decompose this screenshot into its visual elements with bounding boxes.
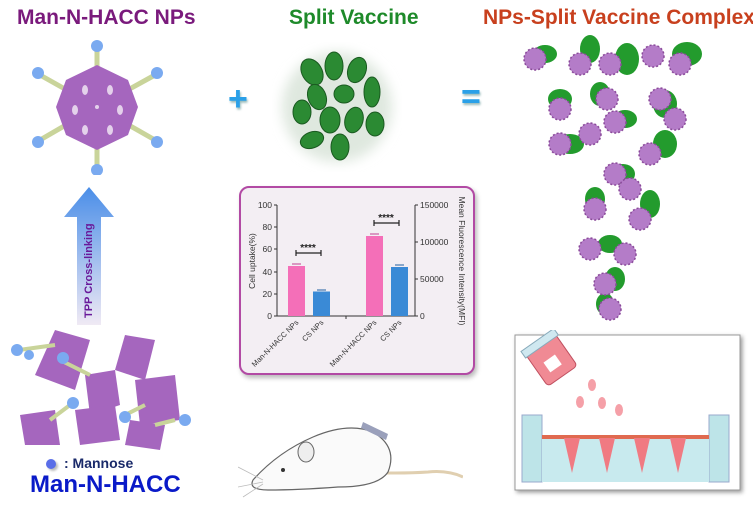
left-tick-0: 0 [267,311,272,321]
tpp-crosslinking-label: TPP Cross-linking [83,223,95,318]
left-tick-80: 80 [263,222,273,232]
left-axis-label: Cell uptake(%) [247,233,257,289]
plus-operator: + [228,80,248,118]
left-tick-20: 20 [263,289,273,299]
beaker-icon [520,330,577,386]
title-split-vaccine: Split Vaccine [289,6,419,29]
x-label-1: Man-N-HACC NPs [250,318,301,369]
x-label-2: CS NPs [300,318,325,343]
right-tick-150000: 150000 [420,200,449,210]
right-tick-50000: 50000 [420,274,444,284]
cell-uptake-chart: 0 20 40 60 80 100 0 50000 100000 150000 … [247,197,467,369]
split-vaccine-cluster-icon [282,51,392,162]
mouse-icon [238,422,463,498]
title-man-n-hacc-nps: Man-N-HACC NPs [17,6,196,29]
bar-man-n-hacc-uptake [288,266,305,316]
man-n-hacc-polymer-icon [11,330,191,450]
left-tick-40: 40 [263,267,273,277]
bar-cs-uptake [313,291,330,316]
cell-uptake-chart-panel [239,186,475,375]
left-tick-60: 60 [263,244,273,254]
bar-man-n-hacc-mfi [366,236,383,316]
significance-right: **** [378,213,394,224]
x-label-4: CS NPs [378,318,403,343]
right-tick-100000: 100000 [420,237,449,247]
mannose-legend: : Mannose [46,455,133,471]
title-nps-split-vaccine-complex: NPs-Split Vaccine Complex [483,6,753,29]
nps-vaccine-complex-cluster-icon [523,35,702,321]
significance-left: **** [300,243,316,254]
bar-cs-mfi [391,267,408,316]
mannose-nanoparticle-icon [32,40,163,175]
equals-operator: = [461,78,481,116]
transwell-assay-icon [514,330,741,491]
man-n-hacc-label: Man-N-HACC [30,471,181,498]
x-label-3: Man-N-HACC NPs [328,318,379,369]
right-tick-0: 0 [420,311,425,321]
left-tick-100: 100 [258,200,272,210]
right-axis-label: Mean Fluorescence Intensity(MFI) [457,197,467,326]
mannose-dot-icon [46,459,56,469]
mannose-legend-label: : Mannose [64,455,134,471]
tpp-crosslinking-arrow-icon [64,187,114,325]
